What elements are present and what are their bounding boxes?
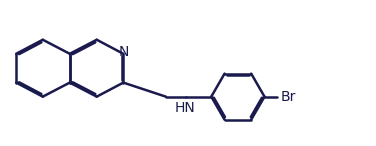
Text: Br: Br — [280, 90, 296, 104]
Text: N: N — [119, 45, 129, 59]
Text: HN: HN — [175, 101, 196, 115]
